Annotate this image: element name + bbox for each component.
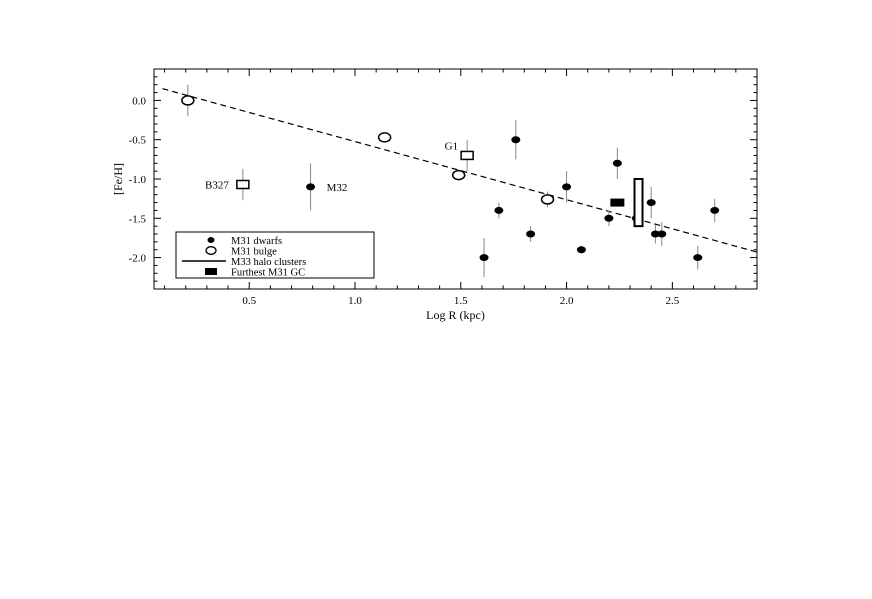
dwarf-point <box>494 206 504 214</box>
y-tick-label: -0.5 <box>129 135 147 147</box>
dwarf-point <box>657 230 667 238</box>
bulge-point <box>181 95 195 106</box>
legend-label: M33 halo clusters <box>231 257 306 268</box>
legend-marker-filled-circle <box>207 237 215 243</box>
y-axis-title: [Fe/H] <box>111 163 125 195</box>
annotation-label: M32 <box>327 182 348 194</box>
plot-area: B327 G1 M32 <box>162 84 758 278</box>
axes: 0.5 1.0 1.5 2.0 2.5 0.0 -0.5 -1.0 -1.5 -2.0 Log R … <box>111 68 758 322</box>
x-axis-title: Log R (kpc) <box>426 308 485 322</box>
legend-label: Furthest M31 GC <box>231 268 305 279</box>
dwarf-point <box>604 214 614 222</box>
point-label: G1 <box>445 140 458 152</box>
dwarf-point <box>612 159 622 167</box>
dwarf-point <box>526 230 536 238</box>
dwarf-point <box>576 246 586 254</box>
fit-line <box>162 88 758 253</box>
x-tick-label: 2.5 <box>665 295 679 307</box>
dwarf-point <box>306 183 316 191</box>
bulge-point <box>377 132 392 143</box>
point-label: B327 <box>205 180 229 192</box>
bulge-point <box>451 169 466 181</box>
legend-marker-filled-square <box>205 268 217 275</box>
x-tick-label: 1.0 <box>348 295 362 307</box>
cluster-point <box>236 179 250 190</box>
bulge-point <box>540 194 555 205</box>
y-tick-label: -1.0 <box>129 174 147 186</box>
dwarf-point <box>650 230 660 238</box>
furthest-gc-point <box>610 198 625 207</box>
x-tick-label: 0.5 <box>242 295 256 307</box>
legend-label: M31 bulge <box>231 247 277 258</box>
dwarf-point <box>693 254 703 262</box>
y-tick-label: 0.0 <box>132 95 146 107</box>
legend-label: M31 dwarfs <box>231 236 282 247</box>
y-tick-label: -1.5 <box>129 213 147 225</box>
dwarf-point <box>511 136 521 144</box>
dwarf-point <box>479 254 489 262</box>
m33-halo-cluster-bar <box>633 178 644 228</box>
dwarf-point <box>562 183 572 191</box>
dwarf-point <box>710 206 720 214</box>
y-tick-label: -2.0 <box>129 253 147 265</box>
x-tick-label: 1.5 <box>454 295 468 307</box>
legend-marker-open-circle <box>205 246 217 255</box>
dwarf-point <box>646 199 656 207</box>
cluster-point <box>460 150 474 161</box>
x-tick-label: 2.0 <box>560 295 574 307</box>
